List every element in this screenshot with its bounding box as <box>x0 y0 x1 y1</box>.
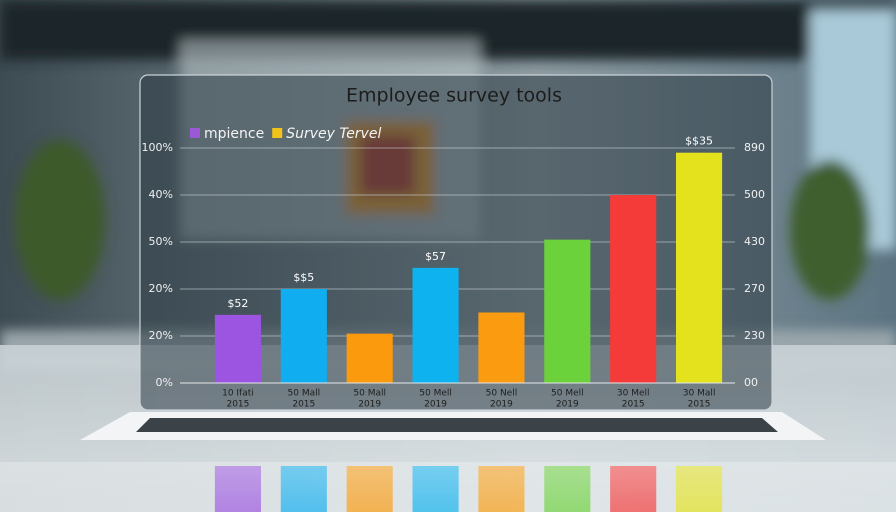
legend-label: Survey Tervel <box>286 126 381 142</box>
legend-label: mpience <box>204 126 264 142</box>
chart: mpience Survey Tervel 0% 20% 20% 50% 40% 100% 00… <box>0 126 896 512</box>
y-tick-label: 50% <box>149 235 173 248</box>
bar-label: $57 <box>425 250 446 263</box>
x-tick-label: 50 Nell <box>486 389 518 399</box>
bar-label: $$5 <box>293 271 314 284</box>
y2-tick-label: 430 <box>744 235 765 248</box>
bar <box>610 195 657 383</box>
x-tick-label: 10 Ifati <box>222 389 254 399</box>
bar <box>412 267 459 383</box>
x-tick-label: 2019 <box>424 400 447 410</box>
x-tick-label: 2019 <box>490 400 513 410</box>
y2-tick-label: 270 <box>744 282 765 295</box>
keyboard <box>136 418 778 432</box>
legend-swatch <box>190 128 200 138</box>
y-tick-label: 100% <box>142 141 173 154</box>
x-tick-label: 2015 <box>292 400 315 410</box>
y2-tick-label: 230 <box>744 329 765 342</box>
x-tick-label: 50 Mall <box>353 389 386 399</box>
x-tick-label: 2015 <box>226 400 249 410</box>
x-tick-label: 30 Mall <box>683 389 716 399</box>
y-tick-label: 20% <box>149 329 173 342</box>
chart-title: Employee survey tools <box>346 85 562 107</box>
bar <box>280 289 327 383</box>
bar <box>346 333 393 383</box>
reflection-fade <box>0 462 896 512</box>
y2-tick-label: 500 <box>744 188 765 201</box>
x-tick-label: 50 Mall <box>288 389 321 399</box>
x-tick-label: 50 Mell <box>551 389 584 399</box>
x-tick-label: 2019 <box>556 400 579 410</box>
x-tick-label: 50 Mell <box>419 389 452 399</box>
bar <box>544 239 591 383</box>
bar <box>214 314 261 383</box>
legend-swatch <box>272 128 283 138</box>
bar-label: $52 <box>227 297 248 310</box>
x-tick-label: 2015 <box>622 400 645 410</box>
bar <box>478 312 525 383</box>
x-tick-label: 2019 <box>358 400 381 410</box>
bar <box>676 152 723 383</box>
bar-label: $$35 <box>685 135 713 148</box>
y2-tick-label: 00 <box>744 376 758 389</box>
x-tick-label: 2015 <box>688 400 711 410</box>
y-tick-label: 40% <box>149 188 173 201</box>
y-tick-label: 0% <box>156 376 173 389</box>
y2-tick-label: 890 <box>744 141 765 154</box>
x-tick-label: 30 Mell <box>617 389 650 399</box>
y-tick-label: 20% <box>149 282 173 295</box>
